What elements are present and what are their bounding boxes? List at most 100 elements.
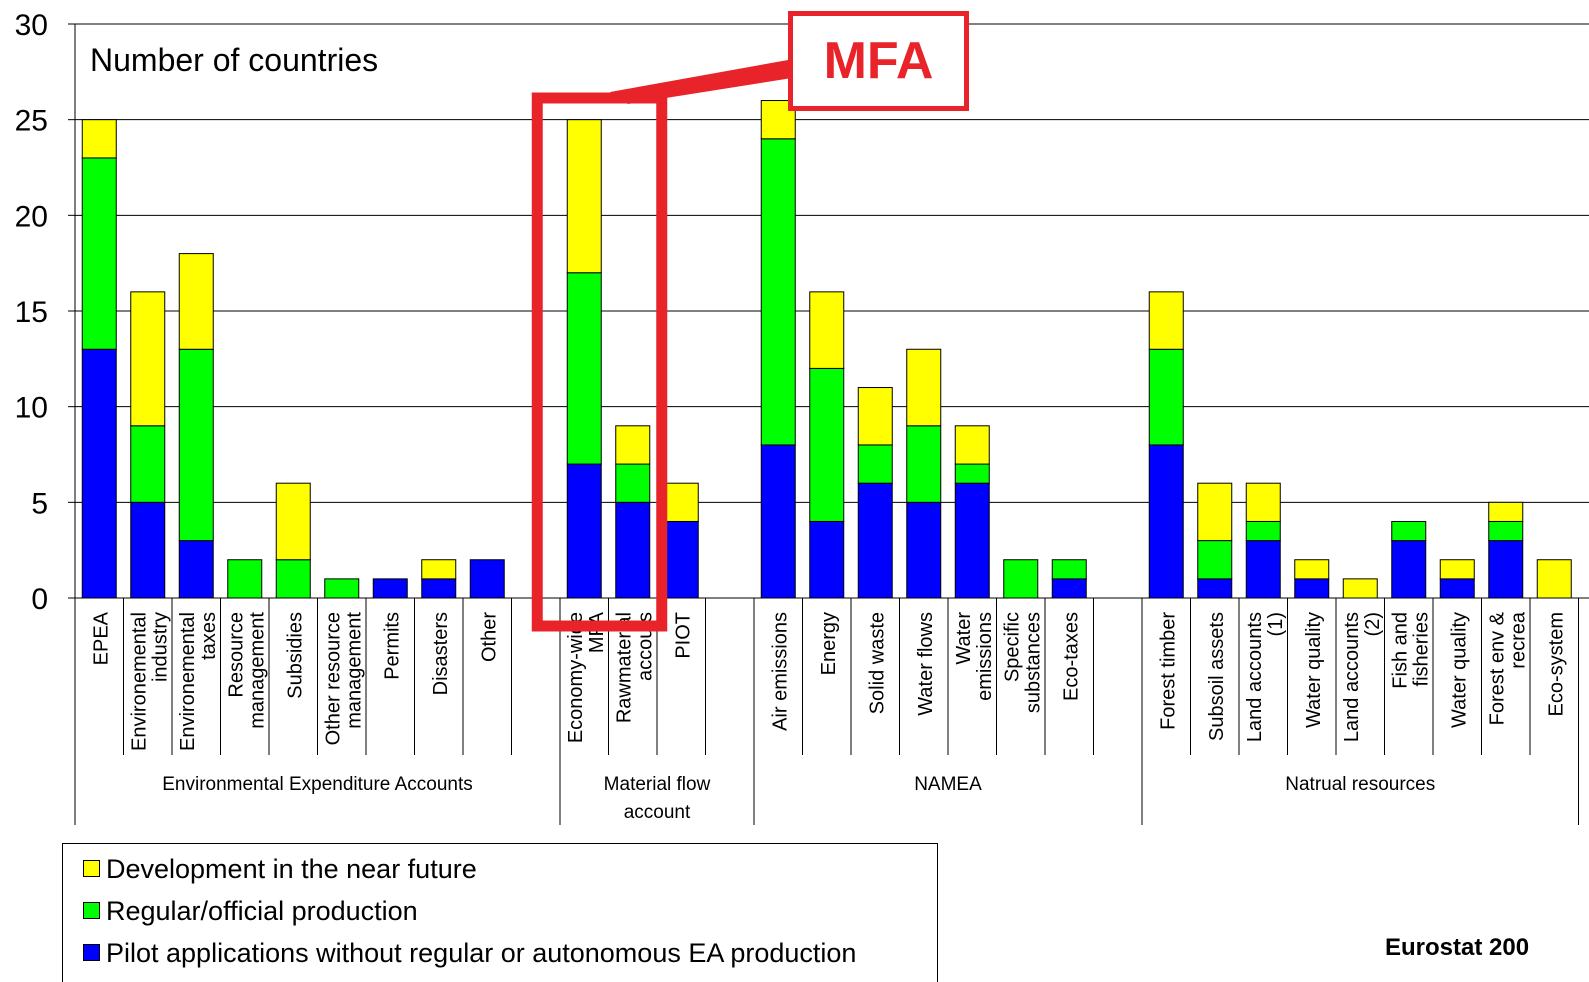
bar-segment [809,291,845,369]
bar-segment [421,578,457,599]
category-label: Rawmaterial [613,612,635,723]
bar-segment [1439,578,1475,599]
bar-segment [81,157,117,350]
legend-label: Pilot applications without regular or au… [106,938,857,968]
bar-segment [857,444,893,484]
bar-segment [1245,540,1281,599]
bar-segment [1051,578,1087,599]
category-label: Environemental [177,612,199,751]
category-label: taxes [198,612,220,660]
bar-segment [615,425,651,465]
category-label: Subsidies [284,612,306,699]
legend: Development in the near future Regular/o… [62,843,938,982]
category-label: Land accounts [1244,612,1266,742]
mfa-callout-box: MFA [788,11,969,111]
category-label: management [246,612,268,729]
bar-segment [1003,559,1039,599]
category-label: Water flows [915,612,937,716]
legend-item-development: Development in the near future [83,854,477,885]
bar-segment [1488,501,1524,522]
category-label: Environemental [128,612,150,751]
bar-segment [1391,520,1427,542]
legend-swatch-blue [83,944,100,961]
y-tick-label: 10 [15,392,48,425]
category-label: recrea [1507,611,1529,669]
bar-segment [227,559,263,599]
category-label: (2) [1362,612,1384,636]
bar-segment [130,291,166,427]
legend-swatch-yellow [83,860,100,877]
category-label: Eco-system [1545,612,1567,716]
bar-segment [1439,559,1475,580]
category-label: Water [953,612,975,665]
category-label: fisheries [1410,612,1432,686]
category-label: Forest timber [1157,612,1179,730]
group-label: Natrual resources [1285,774,1435,795]
category-label: Energy [818,612,840,675]
group-label: NAMEA [914,774,982,795]
category-label: Permits [381,612,403,680]
category-label: Solid waste [866,612,888,714]
bar-segment [469,559,505,599]
bar-segment [1148,348,1184,446]
bar-segment [1294,578,1330,599]
mfa-callout [531,60,792,632]
bar-segment [324,578,360,599]
bar-segment [178,253,214,350]
mfa-connector [610,60,792,104]
category-label: industry [149,612,171,682]
y-tick-label: 15 [15,296,48,329]
bar-segment [275,559,311,599]
bar-segment [760,444,796,599]
category-label: Specific [1001,612,1023,682]
legend-swatch-green [83,902,100,919]
bar-segment [906,425,942,503]
y-tick-label: 25 [15,105,48,138]
bar-segment [906,501,942,599]
bar-segment [1245,482,1281,522]
bar-segment [954,425,990,465]
bar-segment [1148,291,1184,350]
mfa-highlight-box [531,92,668,632]
group-label: account [624,802,691,823]
bar-segment [178,540,214,599]
bar-segment [178,348,214,542]
bar-segment [372,578,408,599]
bar-segment [663,482,699,522]
category-labels: EPEA Environemental industry Environemental… [74,598,1579,825]
y-tick-label: 0 [31,583,48,616]
bar-segment [1536,559,1572,599]
y-axis-annotation: Number of countries [90,42,378,78]
category-label: Economy-wide [565,612,587,743]
bar-segment [1197,578,1233,599]
mfa-callout-label: MFA [823,32,934,90]
bar-segment [130,425,166,503]
bar-segment [1488,520,1524,542]
legend-label: Development in the near future [106,854,477,884]
bar-segment [1197,482,1233,542]
category-label: Water quality [1448,612,1470,728]
category-label: Other resource [322,612,344,745]
bars [81,100,1572,599]
legend-label: Regular/official production [106,896,418,926]
bar-segment [566,272,602,465]
group-label: Environmental Expenditure Accounts [162,774,473,795]
bar-segment [809,520,845,599]
bar-segment [81,348,117,599]
bar-segment [663,520,699,599]
bar-segment [857,482,893,599]
category-label: Resource [225,612,247,698]
bar-segment [566,119,602,274]
y-tick-label: 5 [31,487,48,520]
category-label: Disasters [430,612,452,695]
bar-segment [81,119,117,159]
bar-segment [275,482,311,561]
bar-segment [857,387,893,446]
category-label: Air emissions [769,612,791,731]
category-label: EPEA [90,611,112,665]
y-tick-label: 30 [15,9,48,42]
bar-segment [954,482,990,599]
category-label: Land accounts [1341,612,1363,742]
bar-segment [1488,540,1524,599]
